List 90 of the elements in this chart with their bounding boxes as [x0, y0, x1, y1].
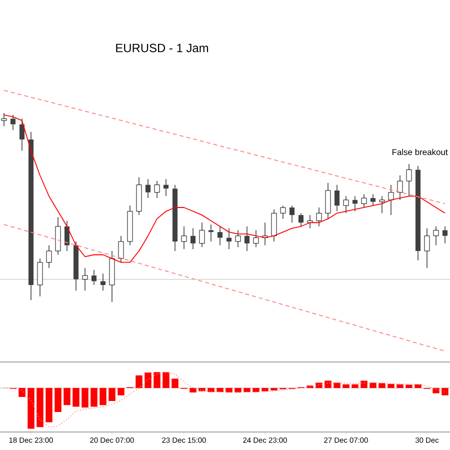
- chart-title: EURUSD - 1 Jam: [116, 44, 208, 52]
- bar: [370, 382, 376, 388]
- candlestick: [352, 196, 358, 212]
- bar: [234, 388, 242, 392]
- bar: [54, 388, 62, 412]
- candlestick: [64, 220, 70, 252]
- candlestick: [127, 205, 133, 246]
- bar: [316, 382, 322, 388]
- bar: [252, 388, 260, 392]
- bar: [414, 384, 422, 388]
- candlestick: [181, 226, 187, 250]
- candlestick: [406, 164, 412, 196]
- candlestick: [334, 184, 340, 212]
- bar: [136, 375, 142, 388]
- bar: [100, 388, 106, 406]
- candlestick: [397, 175, 403, 200]
- bar: [72, 388, 80, 407]
- candlestick: [361, 194, 367, 208]
- candlestick: [82, 268, 88, 291]
- candlestick: [109, 250, 115, 302]
- candlestick: [37, 258, 43, 297]
- candlestick: [154, 180, 160, 198]
- candlestick: [289, 205, 295, 223]
- candlestick: [424, 228, 430, 268]
- candlestick: [370, 194, 376, 206]
- bar: [406, 384, 412, 388]
- candlestick: [253, 230, 259, 248]
- annotation: False breakout: [392, 148, 448, 156]
- bar: [154, 372, 160, 388]
- candlestick: [100, 273, 106, 291]
- candlestick: [145, 178, 151, 198]
- bar: [162, 372, 170, 388]
- bar: [208, 388, 214, 392]
- bar: [442, 388, 448, 396]
- candlestick: [46, 244, 52, 268]
- candlestick: [55, 216, 61, 256]
- candlestick: [442, 226, 448, 244]
- bar: [172, 378, 178, 388]
- bar: [64, 388, 70, 406]
- bar: [360, 380, 368, 388]
- candlestick: [199, 222, 205, 248]
- bar: [28, 388, 34, 429]
- candlestick: [325, 182, 331, 220]
- bar: [388, 384, 394, 388]
- candlestick: [190, 228, 196, 250]
- candlestick: [415, 166, 421, 261]
- candlestick: [388, 184, 394, 216]
- candlestick: [10, 114, 16, 130]
- bar: [352, 384, 358, 388]
- bar: [324, 380, 332, 388]
- candlestick: [379, 196, 385, 214]
- bar: [46, 388, 52, 422]
- candlestick: [235, 230, 241, 248]
- candlestick: [280, 205, 286, 220]
- candlestick: [316, 207, 322, 227]
- bar: [334, 382, 340, 388]
- candlestick: [271, 209, 277, 242]
- candlestick: [433, 226, 439, 246]
- candlestick: [28, 132, 34, 300]
- bar: [190, 388, 196, 392]
- candlestick: [19, 118, 25, 152]
- bar: [216, 388, 224, 392]
- bar: [108, 388, 116, 402]
- bar: [198, 388, 206, 392]
- candlestick: [118, 236, 124, 263]
- bar: [82, 388, 88, 408]
- candlestick: [136, 176, 142, 216]
- candlestick: [244, 226, 250, 252]
- candlestick: [1, 112, 7, 127]
- candlestick: [226, 228, 232, 250]
- candlestick: [208, 224, 214, 242]
- bar: [378, 383, 386, 388]
- candlestick: [163, 178, 169, 196]
- bar: [262, 388, 268, 392]
- bar: [36, 388, 44, 428]
- bar: [226, 388, 232, 392]
- bar: [18, 388, 26, 397]
- bar: [342, 384, 350, 388]
- candlestick: [217, 226, 223, 246]
- bar: [144, 372, 152, 388]
- candlestick: [298, 212, 304, 227]
- bar: [244, 388, 250, 392]
- bar: [432, 388, 440, 394]
- candlestick: [91, 270, 97, 286]
- bar: [90, 388, 98, 407]
- bar: [396, 384, 404, 388]
- candlestick: [343, 196, 349, 214]
- candlestick: [73, 241, 79, 291]
- bar: [118, 388, 124, 396]
- candlestick: [172, 184, 178, 252]
